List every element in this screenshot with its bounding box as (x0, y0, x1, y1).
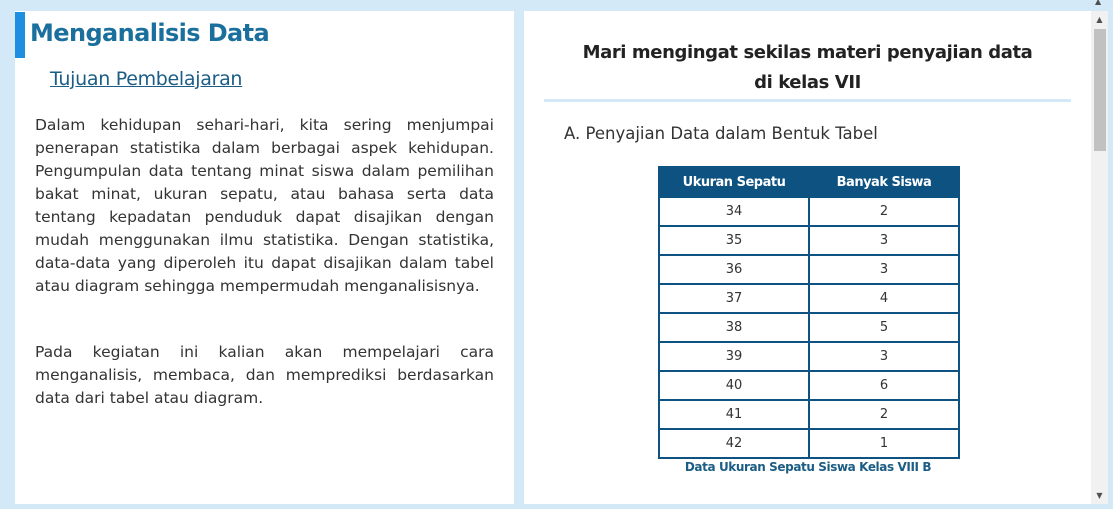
table-row: 41 2 (658, 399, 960, 430)
header-student-count: Banyak Siswa (808, 166, 960, 198)
section-heading: A. Penyajian Data dalam Bentuk Tabel (564, 124, 878, 143)
cell-shoe-size: 38 (658, 312, 810, 343)
review-title-line1: Mari mengingat sekilas materi penyajian … (582, 42, 1033, 63)
cell-shoe-size: 36 (658, 254, 810, 285)
scrollbar-thumb[interactable] (1094, 29, 1106, 151)
cell-shoe-size: 40 (658, 370, 810, 401)
cell-student-count: 1 (808, 428, 960, 459)
cell-student-count: 2 (808, 399, 960, 430)
review-title-line2: di kelas VII (754, 72, 861, 93)
table-row: 35 3 (658, 225, 960, 256)
cell-shoe-size: 42 (658, 428, 810, 459)
page-title: Menganalisis Data (30, 19, 270, 47)
left-panel: Menganalisis Data Tujuan Pembelajaran Da… (15, 11, 514, 504)
table-row: 37 4 (658, 283, 960, 314)
vertical-scrollbar[interactable]: ▲ ▼ (1091, 11, 1108, 504)
title-accent-bar (15, 12, 25, 58)
intro-paragraph: Dalam kehidupan sehari-hari, kita sering… (35, 116, 494, 295)
scroll-up-arrow-icon[interactable]: ▲ (1096, 15, 1103, 24)
table-row: 38 5 (658, 312, 960, 343)
table-row: 39 3 (658, 341, 960, 372)
right-panel: Mari mengingat sekilas materi penyajian … (524, 11, 1091, 504)
review-title: Mari mengingat sekilas materi penyajian … (524, 38, 1091, 98)
learning-objectives-heading: Tujuan Pembelajaran (50, 68, 243, 90)
header-shoe-size: Ukuran Sepatu (658, 166, 810, 198)
cell-student-count: 3 (808, 341, 960, 372)
cell-shoe-size: 37 (658, 283, 810, 314)
table-row: 40 6 (658, 370, 960, 401)
top-scroll-up-icon[interactable]: ▲ (1095, 0, 1102, 6)
table-header-row: Ukuran Sepatu Banyak Siswa (658, 166, 960, 198)
shoe-size-table: Ukuran Sepatu Banyak Siswa 34 2 35 3 36 … (658, 166, 960, 459)
cell-student-count: 5 (808, 312, 960, 343)
table-caption: Data Ukuran Sepatu Siswa Kelas VIII B (684, 460, 932, 474)
cell-shoe-size: 35 (658, 225, 810, 256)
cell-student-count: 6 (808, 370, 960, 401)
cell-student-count: 3 (808, 225, 960, 256)
cell-student-count: 4 (808, 283, 960, 314)
cell-student-count: 2 (808, 196, 960, 227)
table-row: 42 1 (658, 428, 960, 459)
divider (544, 99, 1071, 102)
activity-paragraph: Pada kegiatan ini kalian akan mempelajar… (35, 343, 494, 407)
cell-shoe-size: 34 (658, 196, 810, 227)
table-row: 36 3 (658, 254, 960, 285)
scroll-down-arrow-icon[interactable]: ▼ (1096, 491, 1103, 500)
table-row: 34 2 (658, 196, 960, 227)
cell-student-count: 3 (808, 254, 960, 285)
cell-shoe-size: 41 (658, 399, 810, 430)
cell-shoe-size: 39 (658, 341, 810, 372)
